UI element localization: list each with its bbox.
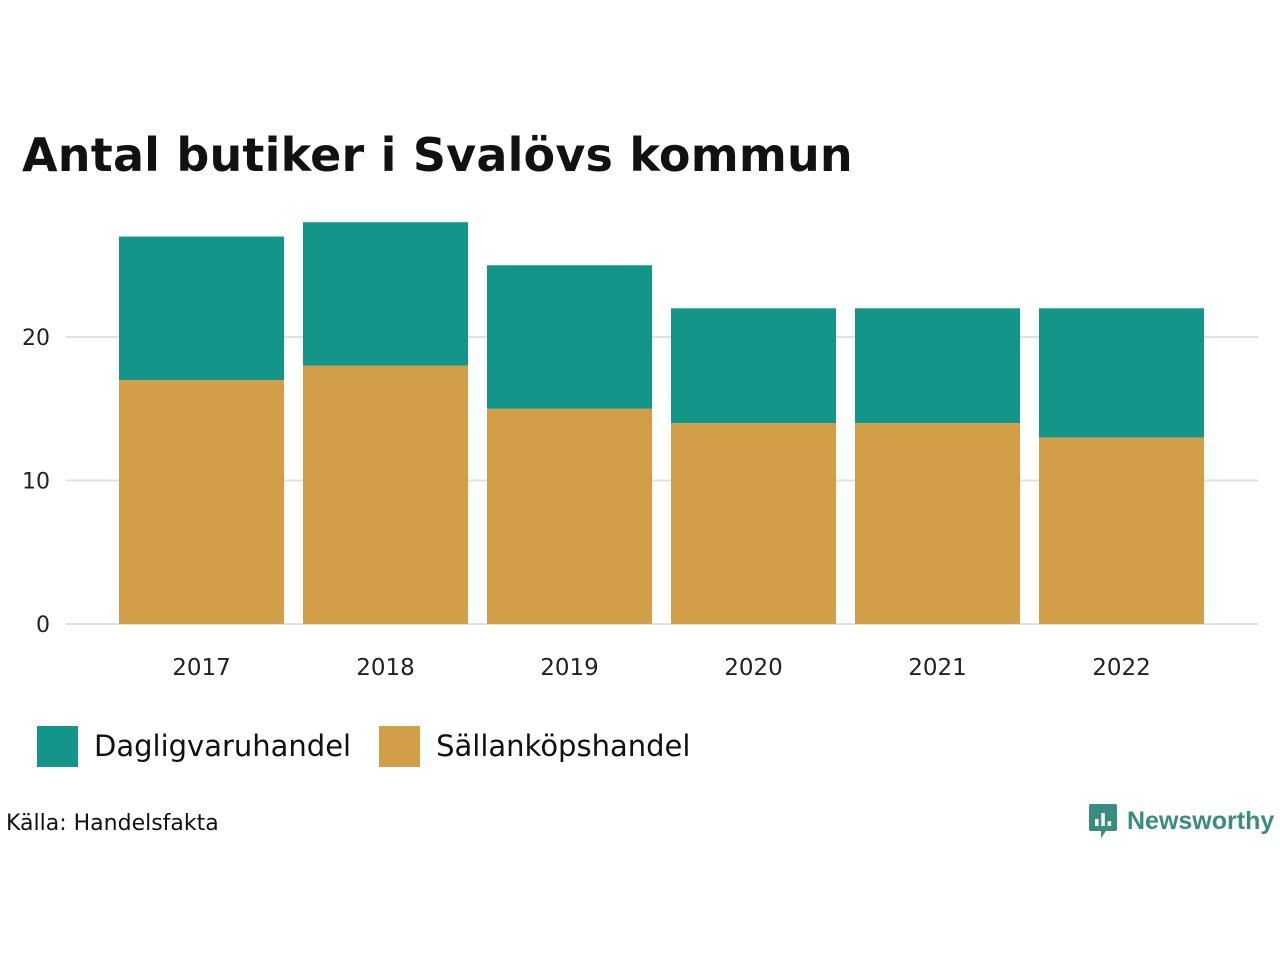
chart-title: Antal butiker i Svalövs kommun bbox=[22, 128, 853, 182]
bar-chart-speech-bubble-icon bbox=[1089, 804, 1117, 838]
bar-sallankopshandel-2019 bbox=[487, 408, 652, 624]
bar-dagligvaruhandel-2017 bbox=[119, 236, 284, 381]
bar-sallankopshandel-2017 bbox=[119, 380, 284, 624]
bar-dagligvaruhandel-2018 bbox=[303, 222, 468, 366]
bar-dagligvaruhandel-2022 bbox=[1039, 308, 1204, 438]
brand-name: Newsworthy bbox=[1127, 806, 1275, 835]
y-tick-label-20: 20 bbox=[22, 326, 50, 351]
legend: Dagligvaruhandel Sällanköpshandel bbox=[37, 722, 718, 770]
legend-swatch-sallankopshandel bbox=[379, 725, 421, 767]
bar-sallankopshandel-2021 bbox=[855, 423, 1020, 624]
legend-swatch-dagligvaruhandel bbox=[37, 725, 78, 767]
bar-dagligvaruhandel-2020 bbox=[671, 308, 836, 424]
bar-sallankopshandel-2018 bbox=[303, 365, 468, 624]
bar-sallankopshandel-2022 bbox=[1039, 437, 1204, 624]
brand-logo: Newsworthy bbox=[1088, 802, 1274, 840]
legend-label-dagligvaruhandel: Dagligvaruhandel bbox=[94, 729, 352, 763]
bar-sallankopshandel-2020 bbox=[671, 423, 836, 624]
legend-item-sallankopshandel: Sällanköpshandel bbox=[379, 725, 691, 767]
y-tick-label-0: 0 bbox=[36, 613, 50, 638]
x-tick-label-2017: 2017 bbox=[172, 655, 231, 681]
source-note: Källa: Handelsfakta bbox=[6, 811, 219, 836]
x-tick-label-2020: 2020 bbox=[724, 655, 783, 681]
x-tick-label-2021: 2021 bbox=[908, 655, 967, 681]
bar-dagligvaruhandel-2019 bbox=[487, 265, 652, 409]
y-tick-label-10: 10 bbox=[22, 470, 50, 495]
legend-item-dagligvaruhandel: Dagligvaruhandel bbox=[37, 725, 352, 767]
x-tick-label-2018: 2018 bbox=[356, 655, 415, 681]
legend-label-sallankopshandel: Sällanköpshandel bbox=[436, 729, 691, 763]
x-tick-label-2022: 2022 bbox=[1092, 655, 1151, 681]
stacked-bar-chart: 0 10 20 2017 2018 2019 2020 2021 2022 bbox=[22, 222, 1258, 681]
x-tick-label-2019: 2019 bbox=[540, 655, 599, 681]
bar-dagligvaruhandel-2021 bbox=[855, 308, 1020, 424]
